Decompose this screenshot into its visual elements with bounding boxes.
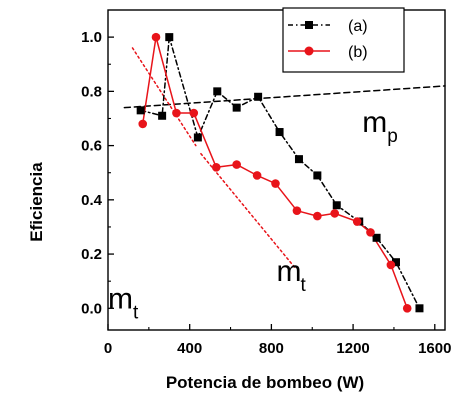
x-tick-label: 0 bbox=[104, 340, 112, 357]
series-b-point bbox=[151, 32, 161, 42]
series-a-point bbox=[193, 133, 202, 142]
series-b-point bbox=[138, 119, 148, 129]
series-a-point bbox=[232, 103, 241, 112]
series-a-point bbox=[313, 171, 322, 180]
series-b-point bbox=[313, 211, 322, 221]
legend-item-a: (a) bbox=[288, 18, 368, 35]
annotation-label-m-t: m bbox=[108, 282, 133, 315]
annotation-label-subscript-t: t bbox=[301, 275, 307, 296]
series-a-point bbox=[372, 233, 381, 242]
series-a-point bbox=[158, 111, 167, 120]
trend-line-p bbox=[123, 85, 446, 109]
series-b-point bbox=[211, 162, 221, 172]
series-a-point bbox=[391, 258, 400, 267]
series-b-point bbox=[292, 206, 302, 215]
annotation-label-subscript-p: p bbox=[387, 126, 398, 147]
legend: (a) (b) bbox=[282, 7, 405, 73]
x-tick-label: 1600 bbox=[418, 340, 451, 357]
annotation-layer: m pm tm t bbox=[108, 47, 446, 323]
point-layer bbox=[136, 32, 424, 313]
x-tick-label: 400 bbox=[177, 340, 202, 357]
series-b-point bbox=[402, 304, 412, 313]
annotation-label-m-t: m bbox=[277, 255, 302, 288]
series-a-point bbox=[165, 33, 174, 42]
x-tick-label: 800 bbox=[259, 340, 284, 357]
series-b-point bbox=[352, 217, 362, 226]
series-b-point bbox=[172, 108, 181, 118]
trend-line-mt-extension bbox=[200, 152, 296, 269]
series-a-point bbox=[415, 304, 424, 313]
series-b-point bbox=[232, 160, 241, 169]
legend-box bbox=[282, 7, 405, 73]
x-tick-label: 1200 bbox=[336, 340, 369, 357]
series-a-point bbox=[294, 155, 303, 164]
legend-item-b: (b) bbox=[288, 44, 368, 61]
series-a-point bbox=[213, 87, 222, 96]
series-b-point bbox=[252, 171, 262, 180]
y-tick-label: 1.0 bbox=[81, 29, 102, 46]
series-b-point bbox=[189, 108, 199, 118]
series-b-point bbox=[271, 179, 280, 188]
legend-item-b-label: (b) bbox=[348, 44, 368, 61]
legend-item-a-label: (a) bbox=[348, 18, 368, 35]
tick-layer: 0 400 800 1200 1600 0.0 0.2 0.4 0.6 0.8 1.0 bbox=[81, 29, 451, 357]
legend-item-b-marker bbox=[304, 46, 314, 56]
series-a-point bbox=[136, 106, 145, 115]
trend-line-t bbox=[131, 47, 197, 147]
series-b-point bbox=[330, 209, 340, 218]
legend-item-a-marker bbox=[305, 21, 313, 29]
series-b-point bbox=[366, 228, 375, 237]
y-tick-label: 0.4 bbox=[81, 192, 103, 209]
y-tick-label: 0.0 bbox=[81, 300, 102, 317]
y-tick-label: 0.8 bbox=[81, 83, 102, 100]
annotation-label-m-p: m bbox=[362, 106, 387, 139]
series-a-point bbox=[254, 92, 263, 101]
series-b-point bbox=[386, 260, 396, 270]
y-tick-label: 0.2 bbox=[81, 246, 102, 263]
annotation-label-subscript-t: t bbox=[133, 302, 139, 323]
series-a-point bbox=[332, 201, 341, 210]
x-axis-label: Potencia de bombeo (W) bbox=[166, 373, 364, 392]
series-a-point bbox=[275, 128, 284, 137]
y-axis-label: Eficiencia bbox=[27, 162, 46, 242]
y-tick-label: 0.6 bbox=[81, 138, 102, 155]
